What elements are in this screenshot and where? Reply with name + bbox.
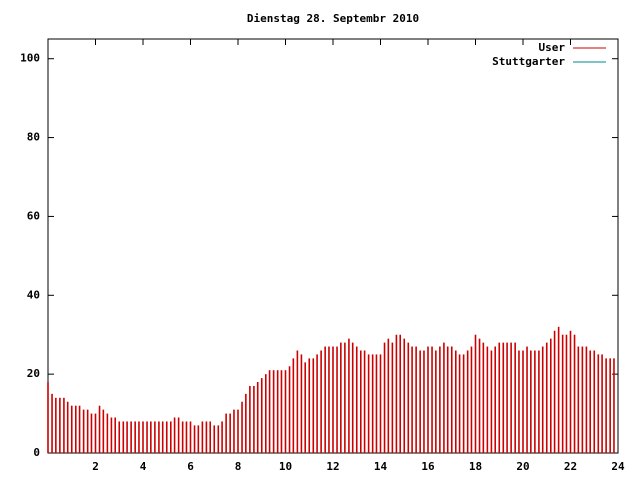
x-tick-label: 18 bbox=[469, 460, 482, 473]
y-tick-label: 60 bbox=[27, 209, 40, 222]
y-tick-label: 20 bbox=[27, 367, 40, 380]
chart-title: Dienstag 28. Septembr 2010 bbox=[247, 12, 419, 25]
x-tick-label: 8 bbox=[235, 460, 242, 473]
y-tick-label: 40 bbox=[27, 288, 40, 301]
x-tick-label: 12 bbox=[326, 460, 339, 473]
x-tick-label: 24 bbox=[611, 460, 625, 473]
legend-label: User bbox=[539, 41, 566, 54]
legend-label: Stuttgarter bbox=[492, 55, 565, 68]
x-tick-label: 16 bbox=[421, 460, 435, 473]
y-tick-label: 100 bbox=[20, 52, 40, 65]
x-tick-label: 4 bbox=[140, 460, 147, 473]
x-tick-label: 10 bbox=[279, 460, 292, 473]
y-tick-label: 80 bbox=[27, 131, 40, 144]
x-tick-label: 14 bbox=[374, 460, 388, 473]
y-tick-label: 0 bbox=[33, 446, 40, 459]
x-tick-label: 20 bbox=[516, 460, 529, 473]
x-tick-label: 22 bbox=[564, 460, 577, 473]
x-tick-label: 6 bbox=[187, 460, 194, 473]
x-tick-label: 2 bbox=[92, 460, 99, 473]
